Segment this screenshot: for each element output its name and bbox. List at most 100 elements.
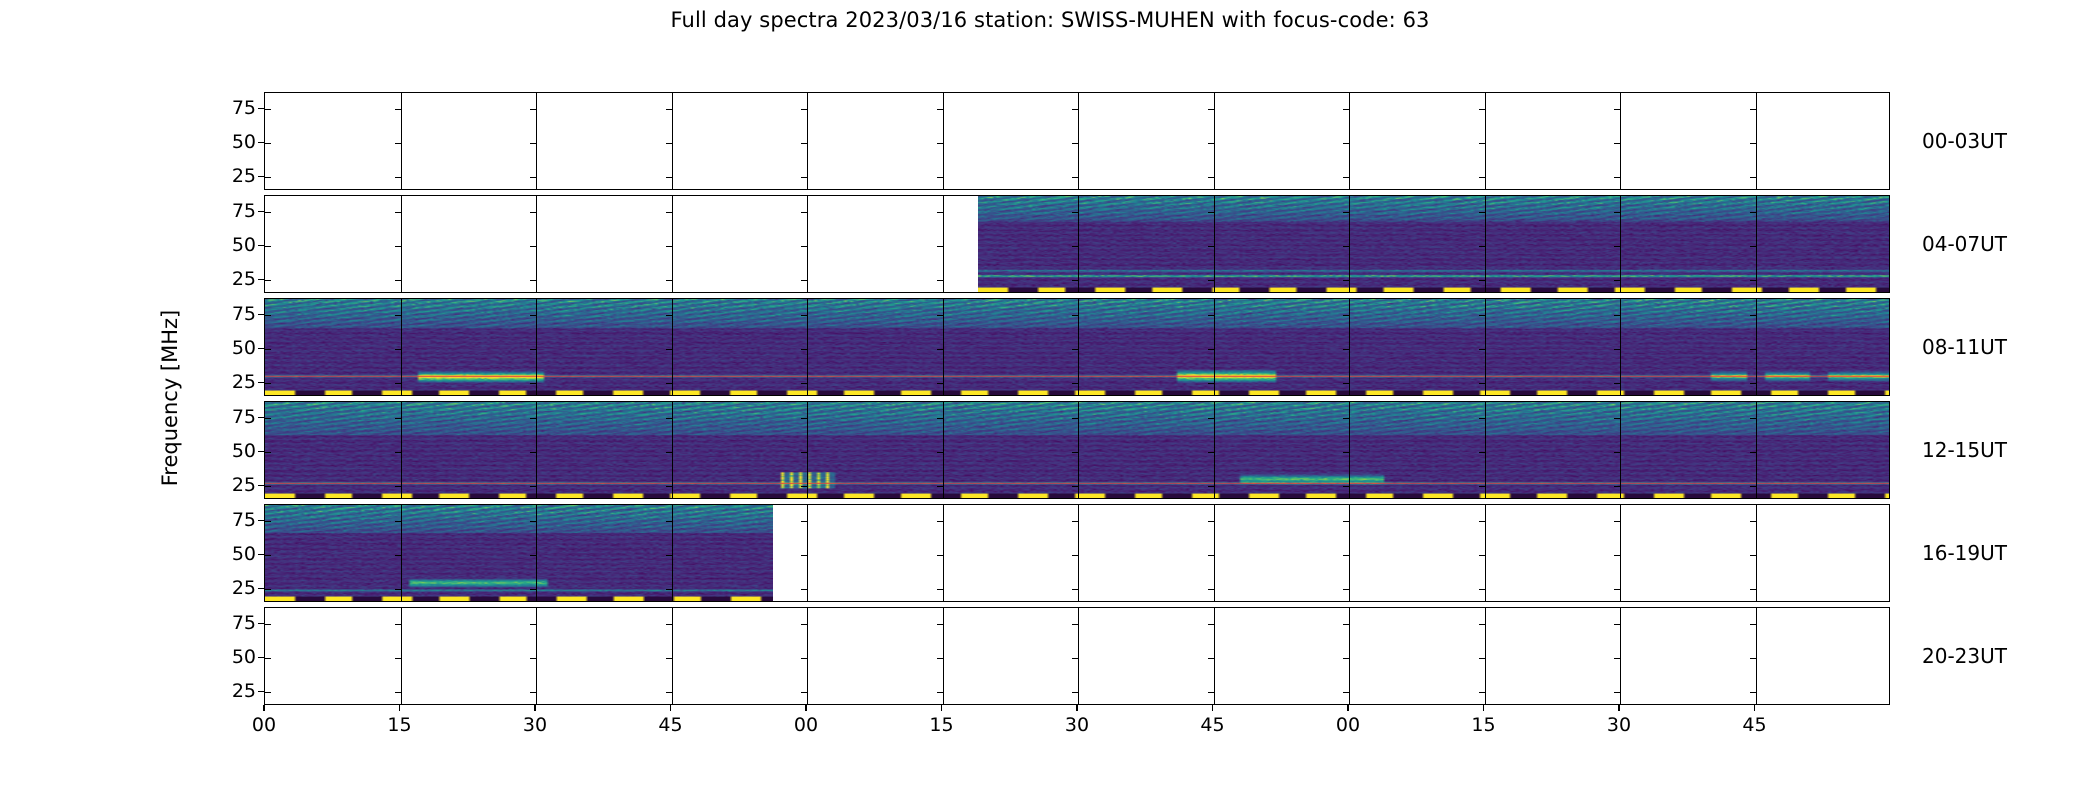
panel-gridline [1078,196,1080,292]
spectrogram-panel-20-23ut [264,607,1890,705]
y-tick-mark [1749,485,1756,488]
y-tick-mark [1749,417,1756,419]
y-tick-mark [1343,520,1349,522]
x-tick-label: 15 [929,714,954,736]
y-tick-mark [1614,554,1620,556]
y-tick-mark [665,485,672,488]
panel-gridline [1755,93,1757,189]
y-tick-mark [530,691,536,694]
y-tick-mark [801,623,807,625]
x-tick-mark [669,705,672,711]
panel-gridline [1349,93,1351,189]
y-tick-mark [394,245,401,247]
y-tick-mark [1072,176,1078,179]
y-tick-mark [936,382,943,385]
panel-gridline [1349,196,1351,292]
y-tick-mark [1207,588,1214,591]
panel-gridline [1078,93,1080,189]
y-tick-mark [665,691,672,694]
y-tick-mark [265,554,271,556]
panel-gridline [1213,505,1215,601]
panel-gridline [1484,299,1486,395]
spectrogram-data [265,402,1889,498]
y-tick-mark [1614,451,1620,453]
y-tick-mark [530,279,536,282]
y-tick-mark [801,382,807,385]
y-tick-mark [801,314,807,316]
x-tick-label: 30 [522,714,548,736]
y-tick-mark [1207,451,1214,453]
panel-gridline [671,299,673,395]
y-tick-mark [665,279,672,282]
spectrogram-data [978,196,1889,292]
y-tick-mark [265,451,271,453]
panel-gridline [536,299,538,395]
y-tick-mark [1207,176,1214,179]
y-tick-mark [394,657,401,659]
y-tick-mark [665,657,672,659]
y-tick-mark [1343,554,1349,556]
y-tick-mark [265,245,271,247]
spectrogram-panel-08-11ut [264,298,1890,396]
y-tick-mark [394,108,401,110]
y-tick-mark [665,451,672,453]
x-tick-label: 30 [1064,714,1090,736]
y-tick-label: 25 [231,268,256,291]
panel-gridline [807,505,809,601]
y-tick-mark [801,176,807,179]
y-tick-mark [394,691,401,694]
y-tick-mark [1478,623,1485,625]
x-tick-mark [534,705,536,711]
y-tick-mark [265,691,271,694]
y-tick-mark [1207,108,1214,110]
y-tick-mark [265,623,271,625]
x-tick-mark [1753,705,1756,711]
y-tick-mark [1749,588,1756,591]
y-tick-mark [258,519,264,521]
y-tick-mark [394,382,401,385]
y-tick-label: 25 [231,680,256,703]
panel-row-label-20-23ut: 20-23UT [1922,644,2007,668]
panel-gridline [1620,505,1622,601]
panel-gridline [1078,505,1080,601]
y-tick-mark [394,588,401,591]
y-tick-mark [265,108,271,110]
panel-gridline [807,608,809,704]
y-tick-mark [1614,520,1620,522]
y-tick-mark [1749,520,1756,522]
panel-gridline [671,608,673,704]
y-tick-mark [1072,348,1078,350]
y-tick-mark [265,520,271,522]
y-tick-mark [1478,554,1485,556]
y-tick-mark [530,176,536,179]
x-tick-label: 45 [1200,714,1225,736]
y-tick-mark [258,175,264,178]
y-tick-mark [258,381,264,384]
panel-gridline [1755,402,1757,498]
x-tick-mark [940,705,943,711]
y-tick-mark [936,554,943,556]
y-tick-mark [1749,348,1756,350]
panel-gridline [1484,196,1486,292]
y-tick-mark [394,451,401,453]
y-tick-mark [1207,314,1214,316]
panel-gridline [536,505,538,601]
y-tick-mark [530,520,536,522]
y-tick-mark [1072,245,1078,247]
panel-gridline [671,505,673,601]
y-tick-mark [1072,588,1078,591]
y-tick-mark [1343,691,1349,694]
y-tick-mark [665,314,672,316]
y-tick-mark [530,314,536,316]
y-tick-mark [394,348,401,350]
y-tick-mark [665,142,672,144]
x-tick-label: 00 [793,714,819,736]
y-tick-mark [394,279,401,282]
y-tick-mark [1207,691,1214,694]
y-tick-mark [1072,211,1078,213]
y-tick-mark [936,176,943,179]
panel-gridline [942,93,944,189]
y-tick-mark [1749,691,1756,694]
y-tick-mark [1478,108,1485,110]
y-tick-mark [1614,657,1620,659]
